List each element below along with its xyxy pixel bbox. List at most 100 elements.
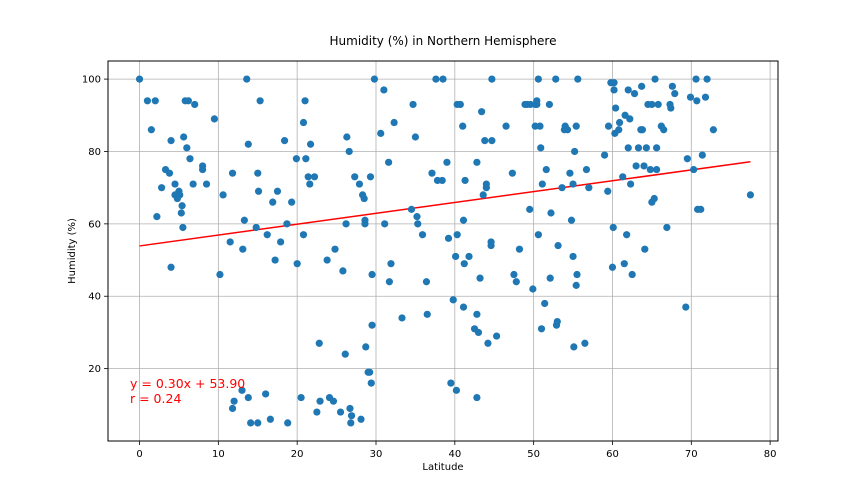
data-point [604,187,612,195]
data-point [640,162,648,170]
data-point [341,350,349,358]
data-point [228,404,237,413]
data-point [600,151,609,159]
data-point [283,220,291,228]
data-point [508,169,516,177]
y-tick-label: 60 [88,219,101,230]
data-point [351,173,359,181]
data-point [254,187,263,195]
data-point [488,75,496,83]
data-point [315,339,323,347]
data-point [537,144,545,152]
data-point [184,97,192,105]
data-point [423,310,431,318]
data-point [361,220,369,228]
data-point [288,198,296,206]
data-point [452,386,460,394]
data-point [151,97,159,105]
data-point [292,155,300,163]
data-point [536,122,544,130]
data-point [582,165,591,174]
x-tick-label: 50 [527,449,540,460]
data-point [481,137,489,145]
data-point [266,415,274,423]
data-point [198,165,207,174]
data-point [191,100,199,109]
regression-annotation-line: r = 0.24 [130,391,181,406]
data-point [228,169,237,177]
data-point [566,169,574,177]
data-point [570,343,578,351]
data-point [569,180,577,188]
data-point [459,122,467,130]
data-point [651,75,659,83]
data-point [478,108,486,116]
data-point [366,368,374,376]
data-point [171,180,179,188]
data-point [390,118,398,127]
data-point [572,281,580,289]
data-point [180,133,188,141]
data-point [135,75,144,83]
data-point [316,397,324,405]
data-point [709,126,717,134]
data-point [529,285,537,293]
data-point [690,165,698,174]
data-point [697,205,705,213]
data-point [183,144,191,152]
data-point [459,303,468,311]
data-point [239,245,247,253]
data-point [626,115,634,123]
data-point [648,100,656,109]
y-tick-label: 40 [88,292,101,303]
data-point [449,296,457,304]
y-tick-label: 20 [88,364,101,375]
data-point [533,97,541,105]
data-point [552,75,560,83]
data-point [653,144,661,152]
regression-line-group [139,161,751,247]
data-point [336,408,345,416]
x-tick-label: 20 [291,449,304,460]
data-point [238,386,246,394]
y-axis-label: Humidity (%) [67,218,78,284]
data-point [385,278,393,286]
data-point [277,238,285,246]
data-point [682,303,690,311]
data-point [306,180,314,188]
x-axis-label: Latitude [422,462,463,473]
data-point [526,205,534,213]
data-point [668,82,676,90]
x-tick-label: 80 [764,449,777,460]
data-point [634,144,643,152]
data-point [479,191,487,199]
data-point [692,75,700,83]
data-point [413,213,421,221]
data-point [355,180,364,188]
regression-annotation-line: y = 0.30x + 53.90 [130,376,245,391]
data-point [493,332,501,340]
data-point [230,397,238,405]
data-point [345,147,353,156]
data-point [252,223,260,232]
data-point [558,184,566,192]
data-point [385,158,393,166]
data-point [219,191,227,199]
data-point [660,126,668,134]
data-point [571,147,579,156]
data-point [484,339,492,347]
data-point [573,270,581,279]
data-point [538,180,546,188]
data-point [461,176,469,185]
x-tick-label: 70 [685,449,698,460]
data-point [202,180,211,188]
data-point [459,216,468,224]
data-point [368,270,376,279]
data-point [357,415,365,423]
data-point [473,310,481,318]
data-point [541,299,549,308]
data-point [210,115,219,123]
data-point [641,245,649,253]
